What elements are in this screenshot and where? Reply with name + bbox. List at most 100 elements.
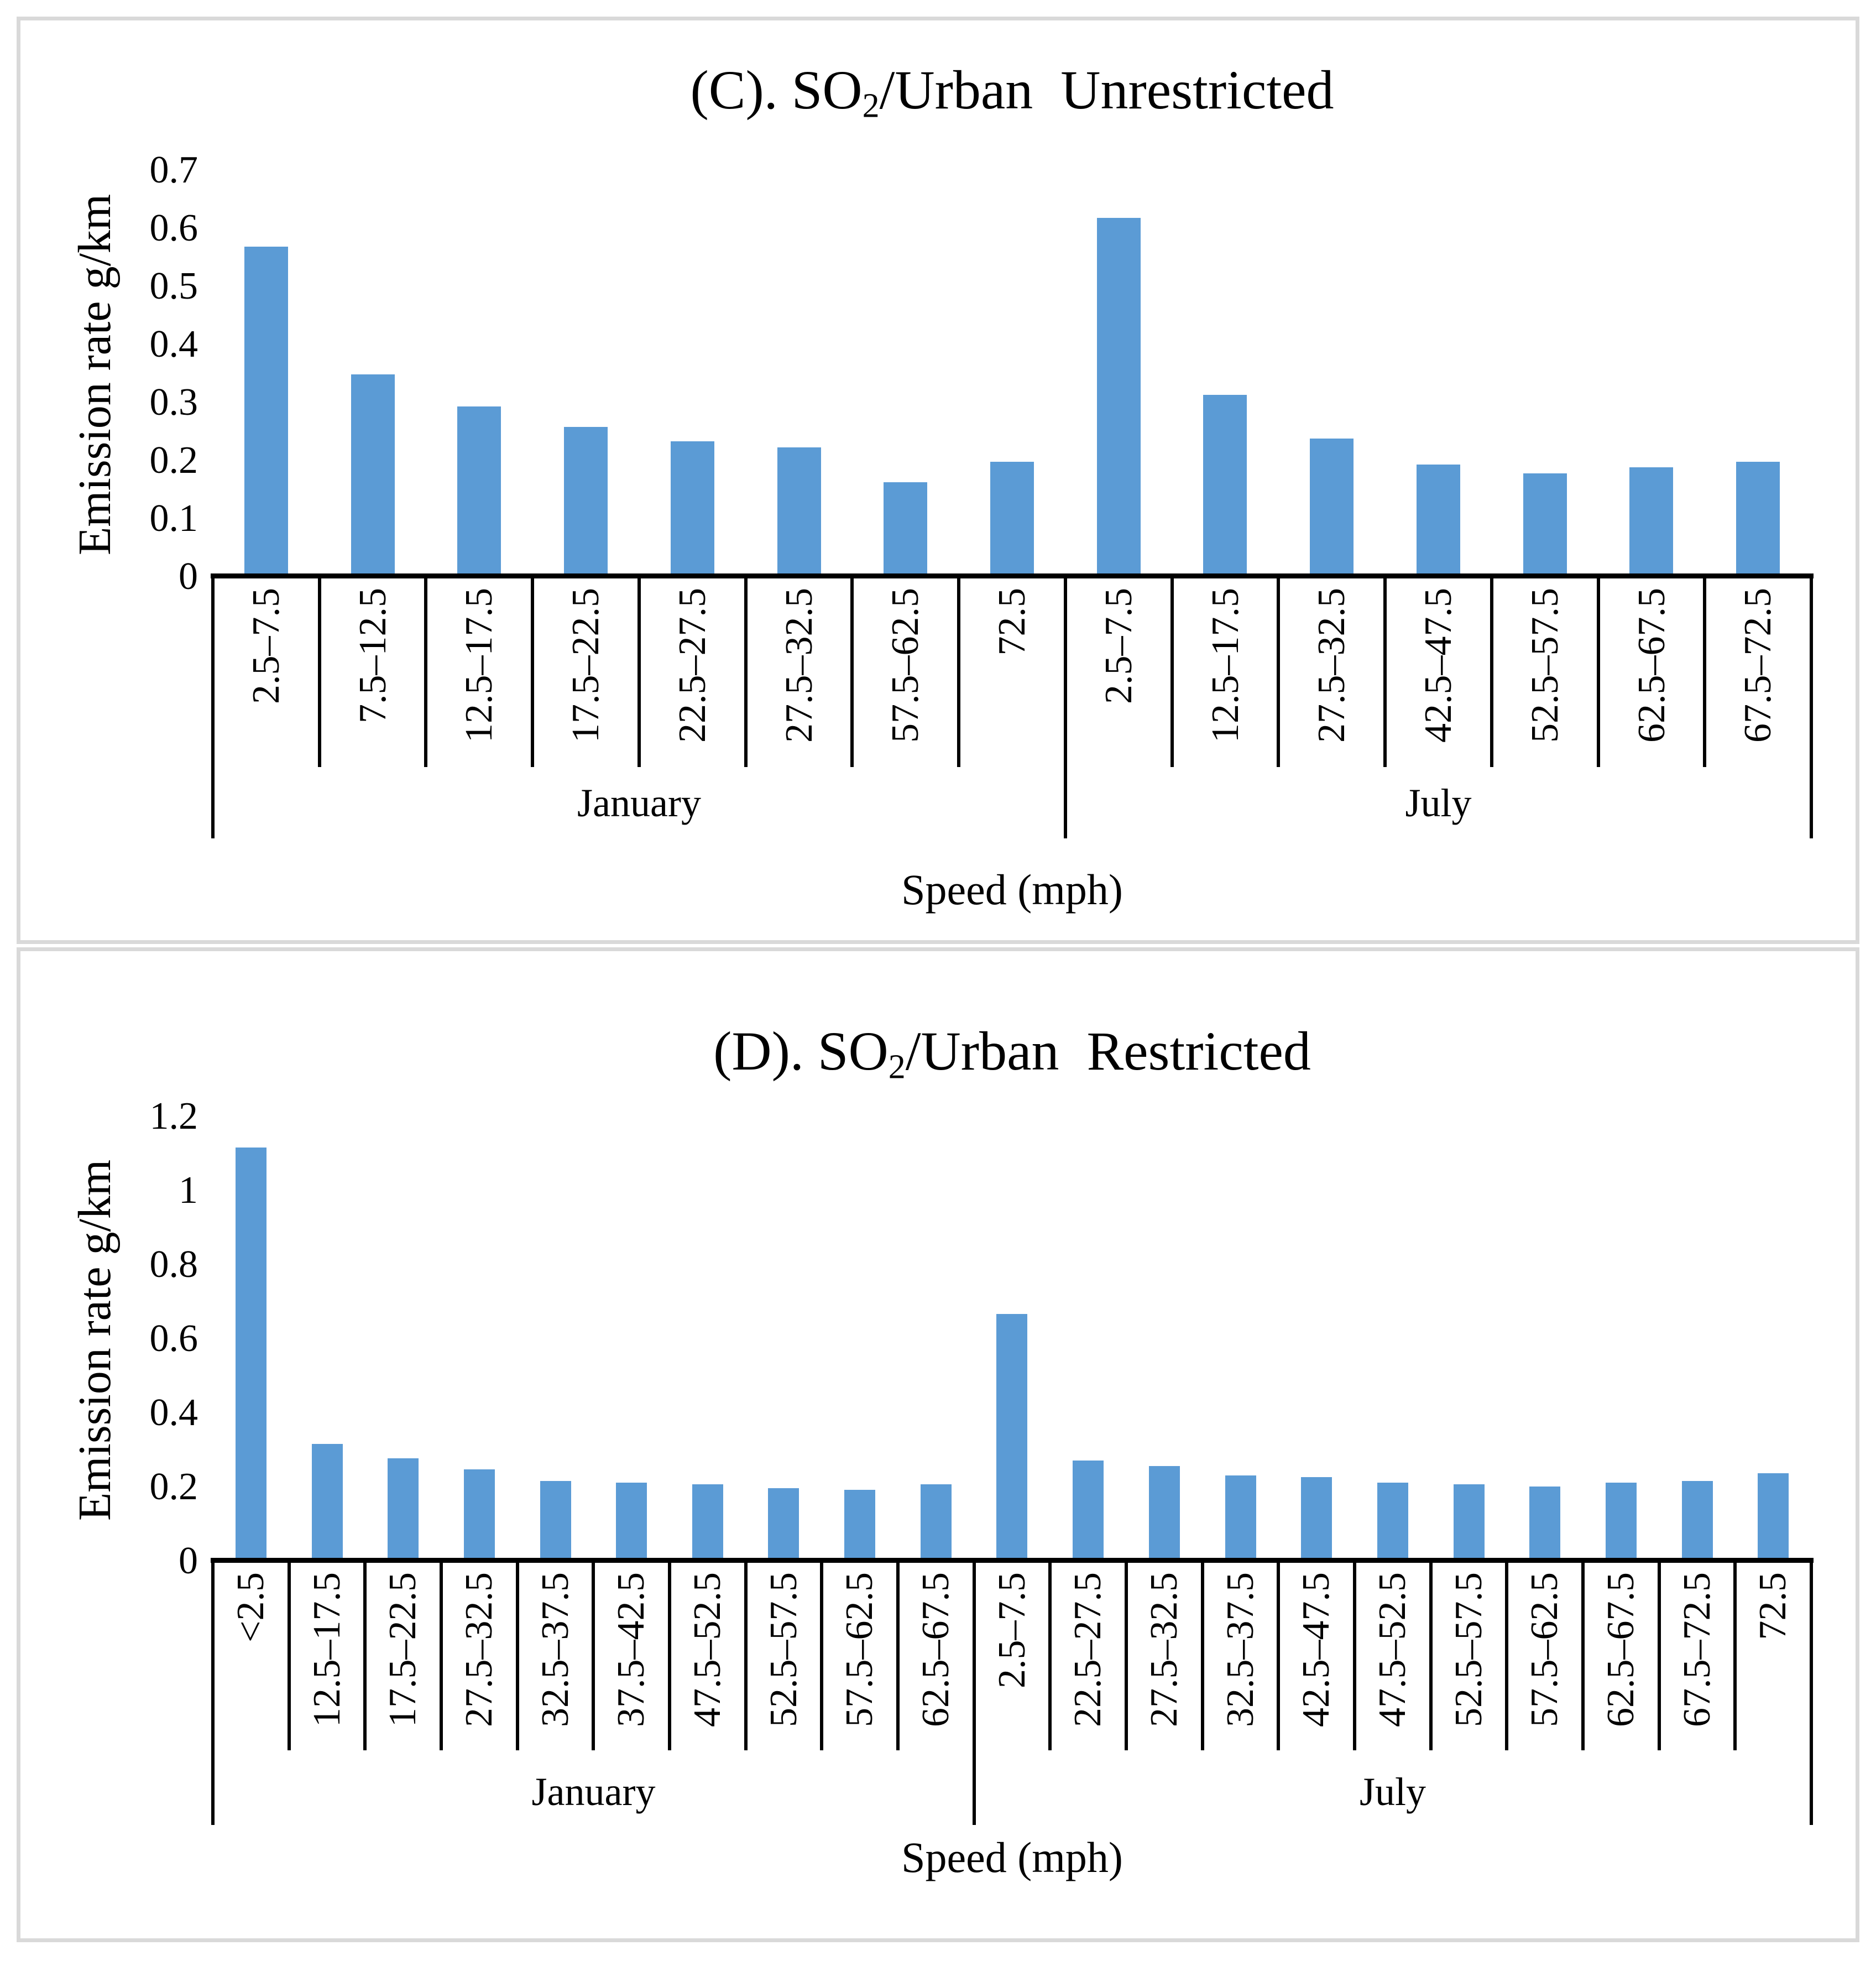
category-separator-line [1429,1562,1433,1750]
bar [388,1458,419,1562]
bar [1629,467,1673,578]
category-label-cell: 72.5 [1735,1567,1811,1747]
category-label-cell: 47.5–52.5 [1355,1567,1431,1747]
bar [671,441,714,578]
y-axis-tick-label: 0.8 [149,1243,198,1286]
bar [616,1483,647,1562]
chart-d-x-axis-title: Speed (mph) [901,1833,1123,1881]
category-label: 7.5–12.5 [351,588,394,723]
category-label: 62.5–67.5 [1630,588,1673,743]
category-label-cell: 7.5–12.5 [320,582,426,764]
category-label: 17.5–22.5 [382,1572,425,1727]
category-label: 72.5 [1752,1572,1795,1640]
chart-d-title-post: /Urban Restricted [905,1020,1311,1082]
category-label-cell: 22.5–27.5 [639,582,746,764]
category-label-cell: 2.5–7.5 [1065,582,1172,764]
axis-end-line [211,578,215,838]
bar [464,1469,495,1562]
category-label-cell: 57.5–62.5 [852,582,959,764]
bar [540,1481,571,1562]
y-axis-tick-label: 0.7 [149,149,198,191]
category-label: 27.5–32.5 [777,588,821,743]
bar [457,406,501,578]
month-group-label: January [577,781,701,825]
bar [1736,462,1780,578]
category-label-cell: 67.5–72.5 [1705,582,1811,764]
category-separator-line [1277,1562,1280,1750]
x-axis-line [211,1558,1814,1563]
bar [1073,1461,1104,1562]
category-label-cell: 27.5–32.5 [441,1567,518,1747]
category-label: 42.5–47.5 [1417,588,1460,743]
category-label: 12.5–17.5 [306,1572,349,1727]
category-label-cell: 22.5–27.5 [1050,1567,1126,1747]
bar [1682,1481,1713,1562]
group-boundary-line [1064,578,1067,838]
category-label: 47.5–52.5 [1371,1572,1414,1727]
category-label: 32.5–37.5 [1219,1572,1262,1727]
category-label-cell: 17.5–22.5 [532,582,639,764]
axis-end-line [211,1562,215,1825]
group-boundary-line [973,1562,976,1825]
month-group-label: July [1359,1770,1426,1814]
category-label-cell: 62.5–67.5 [1583,1567,1659,1747]
category-label-cell: 37.5–42.5 [593,1567,670,1747]
y-axis-tick-label: 0.2 [149,439,198,482]
bar [1529,1487,1560,1562]
bar [1310,439,1354,578]
category-separator-line [288,1562,291,1750]
category-separator-line [440,1562,443,1750]
category-separator-line [1170,578,1174,767]
category-separator-line [1658,1562,1661,1750]
category-separator-line [1048,1562,1052,1750]
category-separator-line [318,578,321,767]
bar [1417,465,1460,578]
category-label: <2.5 [229,1572,273,1642]
bar [1097,218,1141,578]
category-label: 2.5–7.5 [1097,588,1140,704]
category-separator-line [1490,578,1493,767]
bar [692,1484,723,1562]
category-label: 22.5–27.5 [1067,1572,1110,1727]
y-axis-tick-label: 0.3 [149,381,198,424]
bar [1377,1483,1408,1562]
bar [1225,1475,1256,1562]
category-separator-line [637,578,641,767]
category-separator-line [424,578,427,767]
category-label-cell: 27.5–32.5 [1278,582,1385,764]
bar [844,1490,875,1562]
category-label: 27.5–32.5 [1310,588,1353,743]
category-label: 62.5–67.5 [915,1572,958,1727]
category-label-cell: 62.5–67.5 [898,1567,974,1747]
category-label-cell: 67.5–72.5 [1659,1567,1736,1747]
y-axis-tick-label: 0.2 [149,1465,198,1508]
category-label: 17.5–22.5 [564,588,607,743]
category-separator-line [744,578,748,767]
category-label-cell: 52.5–57.5 [1492,582,1598,764]
category-label: 52.5–57.5 [1448,1572,1491,1727]
category-separator-line [1733,1562,1737,1750]
category-label-cell: 27.5–32.5 [746,582,853,764]
bar [1606,1483,1637,1562]
category-separator-line [1703,578,1706,767]
chart-d-title-pre: (D). SO [713,1020,889,1082]
category-label-cell: 47.5–52.5 [670,1567,746,1747]
y-axis-tick-label: 0.6 [149,1317,198,1360]
bar [1454,1484,1485,1562]
category-label-cell: 27.5–32.5 [1126,1567,1203,1747]
bar [351,374,395,578]
bar [312,1444,343,1562]
category-label: 32.5–37.5 [534,1572,577,1727]
category-label-cell: 52.5–57.5 [1431,1567,1507,1747]
category-label: 37.5–42.5 [610,1572,653,1727]
bar [236,1148,266,1562]
y-axis-tick-label: 0.5 [149,265,198,307]
category-label: 27.5–32.5 [1143,1572,1186,1727]
y-axis-tick-label: 1.2 [149,1095,198,1138]
category-label-cell: 57.5–62.5 [822,1567,898,1747]
y-axis-tick-label: 0 [179,1540,198,1582]
category-separator-line [1581,1562,1585,1750]
category-separator-line [1353,1562,1356,1750]
category-separator-line [668,1562,671,1750]
category-label-cell: 42.5–47.5 [1278,1567,1355,1747]
